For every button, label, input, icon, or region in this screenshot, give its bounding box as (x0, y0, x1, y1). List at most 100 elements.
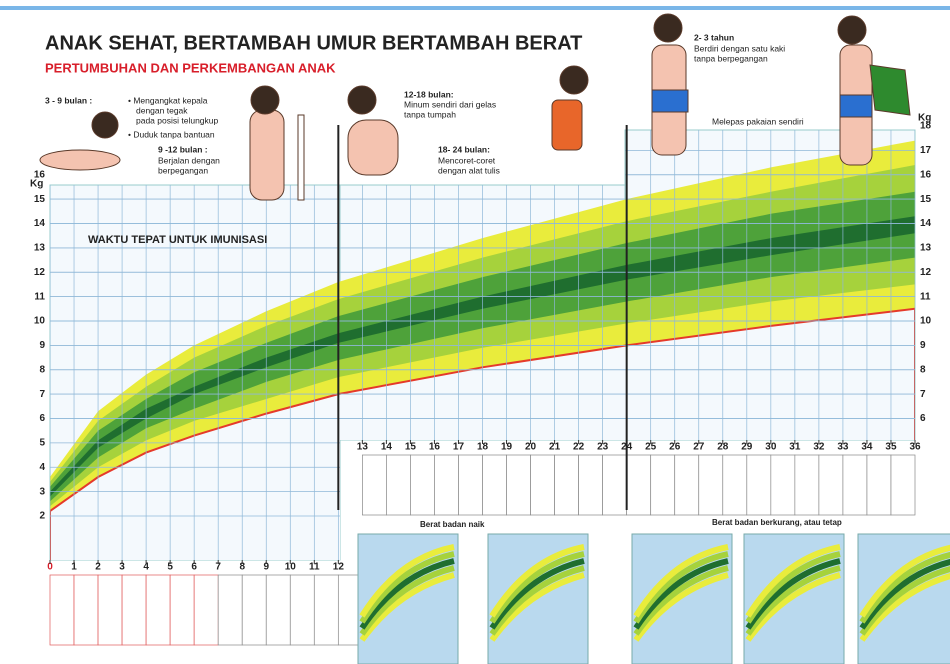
y-tick-label: 14 (34, 218, 46, 229)
y-tick-label: 8 (39, 364, 45, 375)
growth-chart: 2345678910111213141516678910111213141516… (0, 0, 950, 664)
top-stripe (0, 6, 950, 10)
month-box (651, 455, 675, 515)
legend-caption: Berat badan naik (420, 520, 485, 529)
y2-tick-label: 11 (920, 291, 931, 302)
month-box (458, 455, 482, 515)
milestone-age: 18- 24 bulan: (438, 144, 490, 154)
milestone-text: • Duduk tanpa bantuan (128, 129, 215, 139)
child-figure (40, 150, 120, 170)
milestone-text: berpegangan (158, 165, 208, 175)
clothes (870, 65, 910, 115)
y-tick-label: 5 (39, 438, 45, 449)
child-head (654, 14, 682, 42)
milestone-age: 3 - 9 bulan : (45, 95, 92, 105)
month-box (74, 575, 98, 645)
month-box (410, 455, 434, 515)
month-box (242, 575, 266, 645)
month-box (98, 575, 122, 645)
child-shorts (840, 95, 872, 117)
month-box (122, 575, 146, 645)
month-box (747, 455, 771, 515)
child-shorts (652, 90, 688, 112)
title: ANAK SEHAT, BERTAMBAH UMUR BERTAMBAH BER… (45, 32, 582, 54)
y2-tick-label: 13 (920, 243, 932, 254)
child-figure (552, 100, 582, 150)
month-box (170, 575, 194, 645)
month-box (867, 455, 891, 515)
y2-tick-label: 9 (920, 340, 926, 351)
month-box (819, 455, 843, 515)
y2-tick-label: 15 (920, 194, 932, 205)
y2-tick-label: 17 (920, 145, 932, 156)
month-box (675, 455, 699, 515)
y-tick-label: 9 (39, 340, 45, 351)
month-box (290, 575, 314, 645)
milestone-text: dengan tegak (136, 105, 188, 115)
month-box (146, 575, 170, 645)
y2-tick-label: 16 (920, 169, 932, 180)
month-box (771, 455, 795, 515)
child-head (560, 66, 588, 94)
y2-tick-label: 10 (920, 316, 932, 327)
y-tick-label: 10 (34, 316, 46, 327)
milestone-text: pada posisi telungkup (136, 115, 219, 125)
milestone-text: tanpa berpegangan (694, 53, 768, 63)
y2-tick-label: 8 (920, 364, 926, 375)
month-box (795, 455, 819, 515)
month-box (843, 455, 867, 515)
milestone-text: tanpa tumpah (404, 109, 456, 119)
y-tick-label: 11 (34, 291, 45, 302)
child-head (92, 112, 118, 138)
subtitle: PERTUMBUHAN DAN PERKEMBANGAN ANAK (45, 60, 336, 75)
y-tick-label: 12 (34, 267, 46, 278)
child-figure (250, 110, 284, 200)
child-head (348, 86, 376, 114)
month-box (362, 455, 386, 515)
y-tick-label: 4 (39, 462, 45, 473)
y2-tick-label: 6 (920, 413, 926, 424)
y-tick-label: 13 (34, 243, 46, 254)
month-box (723, 455, 747, 515)
legend-caption: Berat badan berkurang, atau tetap (712, 518, 842, 527)
month-box (579, 455, 603, 515)
month-box (483, 455, 507, 515)
month-box (507, 455, 531, 515)
month-box (386, 455, 410, 515)
y-tick-label: 7 (39, 389, 45, 400)
milestone-age: 12-18 bulan: (404, 89, 454, 99)
y2-tick-label: 7 (920, 389, 926, 400)
month-box (50, 575, 74, 645)
y-tick-label: 2 (39, 511, 45, 522)
month-box (603, 455, 627, 515)
child-head (838, 16, 866, 44)
month-box (699, 455, 723, 515)
y2-axis-label: Kg (918, 113, 931, 124)
milestone-text: • Mengangkat kepala (128, 95, 208, 105)
thumbnails (358, 534, 950, 664)
milestone-text: Berdiri dengan satu kaki (694, 43, 785, 53)
month-box (434, 455, 458, 515)
y-tick-label: 6 (39, 413, 45, 424)
month-box (891, 455, 915, 515)
month-box (194, 575, 218, 645)
child-figure (348, 120, 398, 175)
milestone-text: Mencoret-coret (438, 155, 496, 165)
milestone-text: Melepas pakaian sendiri (712, 116, 804, 126)
annotation: WAKTU TEPAT UNTUK IMUNISASI (88, 234, 267, 246)
month-box (218, 575, 242, 645)
y-tick-label: 3 (39, 486, 45, 497)
milestone-text: Berjalan dengan (158, 155, 220, 165)
milestone-age: 2- 3 tahun (694, 32, 734, 42)
month-box (531, 455, 555, 515)
milestone-age: 9 -12 bulan : (158, 144, 208, 154)
y-axis-label: Kg (30, 179, 43, 190)
child-head (251, 86, 279, 114)
y-tick-label: 15 (34, 194, 46, 205)
month-box (266, 575, 290, 645)
milestone-text: Minum sendiri dari gelas (404, 99, 496, 109)
y2-tick-label: 12 (920, 267, 932, 278)
pole (298, 115, 304, 200)
y2-tick-label: 14 (920, 218, 932, 229)
month-box (555, 455, 579, 515)
